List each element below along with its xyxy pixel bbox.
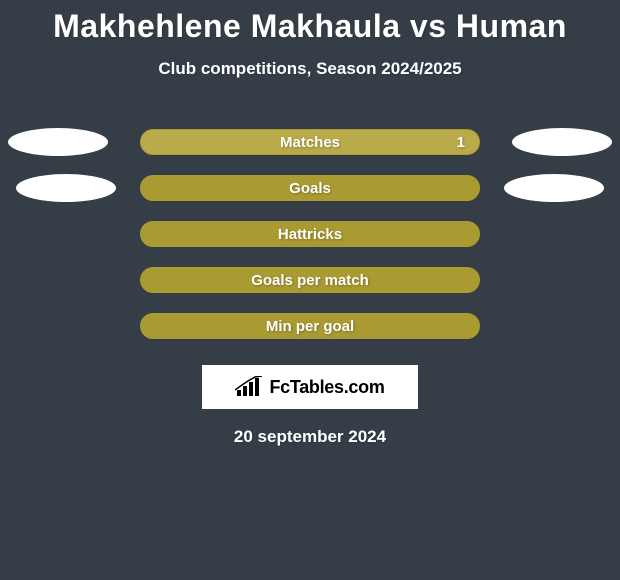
stat-row: Goals: [0, 165, 620, 211]
ellipse-left: [8, 128, 108, 156]
stat-rows: Matches1 Goals Hattricks Goals per match Min…: [0, 119, 620, 349]
date-line: 20 september 2024: [0, 427, 620, 447]
stat-pill: Goals per match: [140, 267, 480, 293]
stat-row: Matches1: [0, 119, 620, 165]
ellipse-right: [504, 174, 604, 202]
stat-pill: Hattricks: [140, 221, 480, 247]
stat-row: Min per goal: [0, 303, 620, 349]
page-subtitle: Club competitions, Season 2024/2025: [0, 59, 620, 79]
ellipse-right: [512, 128, 612, 156]
stat-label: Matches: [141, 130, 479, 154]
ellipse-left: [16, 174, 116, 202]
stat-value-right: 1: [457, 130, 465, 154]
stat-label: Goals per match: [141, 268, 479, 292]
logo-box: FcTables.com: [202, 365, 418, 409]
stat-label: Min per goal: [141, 314, 479, 338]
stat-pill: Matches1: [140, 129, 480, 155]
stat-label: Hattricks: [141, 222, 479, 246]
stat-label: Goals: [141, 176, 479, 200]
stat-pill: Goals: [140, 175, 480, 201]
logo-text: FcTables.com: [269, 377, 384, 398]
logo[interactable]: FcTables.com: [235, 376, 384, 398]
page-title: Makhehlene Makhaula vs Human: [0, 0, 620, 45]
stat-row: Goals per match: [0, 257, 620, 303]
bar-chart-icon: [235, 376, 263, 398]
page: Makhehlene Makhaula vs Human Club compet…: [0, 0, 620, 580]
stat-row: Hattricks: [0, 211, 620, 257]
stat-pill: Min per goal: [140, 313, 480, 339]
